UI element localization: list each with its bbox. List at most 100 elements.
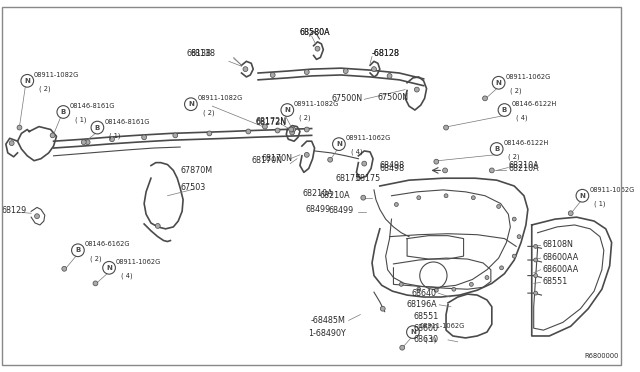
Circle shape xyxy=(483,96,488,101)
Circle shape xyxy=(62,266,67,271)
Text: 68196A: 68196A xyxy=(406,300,437,309)
Circle shape xyxy=(469,282,474,286)
Text: B: B xyxy=(61,109,66,115)
Circle shape xyxy=(281,104,294,116)
Text: 68138: 68138 xyxy=(187,49,212,58)
Text: ( 2): ( 2) xyxy=(508,154,520,160)
Circle shape xyxy=(512,254,516,258)
Circle shape xyxy=(490,142,503,155)
Text: 68210A: 68210A xyxy=(508,161,539,170)
Text: N: N xyxy=(284,107,290,113)
Circle shape xyxy=(328,157,333,162)
Text: 68172N: 68172N xyxy=(255,117,286,126)
Text: 08911-1062G: 08911-1062G xyxy=(506,74,550,80)
Circle shape xyxy=(435,288,438,292)
Circle shape xyxy=(387,74,392,78)
Text: ( 2): ( 2) xyxy=(510,88,522,94)
Circle shape xyxy=(500,266,504,270)
Circle shape xyxy=(290,130,294,135)
Text: 08911-1062G: 08911-1062G xyxy=(116,259,161,265)
Text: 68172N: 68172N xyxy=(255,118,286,127)
Text: N: N xyxy=(106,265,112,271)
Text: ( 2): ( 2) xyxy=(299,115,310,121)
Text: 68580A: 68580A xyxy=(300,28,331,36)
Text: 08911-1082G: 08911-1082G xyxy=(34,72,79,78)
Text: 68210A: 68210A xyxy=(320,191,351,200)
Circle shape xyxy=(534,244,538,248)
Circle shape xyxy=(534,258,538,262)
Circle shape xyxy=(262,124,268,129)
Circle shape xyxy=(81,140,86,145)
Text: 68210A: 68210A xyxy=(508,164,539,173)
Circle shape xyxy=(85,140,90,145)
Text: 67870M: 67870M xyxy=(180,166,212,175)
Text: 08146-8161G: 08146-8161G xyxy=(70,103,115,109)
Text: ( 1): ( 1) xyxy=(424,337,436,343)
Circle shape xyxy=(568,211,573,216)
Circle shape xyxy=(9,141,14,145)
Circle shape xyxy=(173,133,178,138)
Circle shape xyxy=(394,203,398,206)
Text: 68600AA: 68600AA xyxy=(543,253,579,262)
Circle shape xyxy=(270,73,275,77)
Text: 08911-1082G: 08911-1082G xyxy=(198,95,243,101)
Text: 08146-6162G: 08146-6162G xyxy=(84,241,130,247)
Text: ( 4): ( 4) xyxy=(351,149,362,155)
Text: 67503: 67503 xyxy=(180,183,205,192)
Text: 08911-1062G: 08911-1062G xyxy=(346,135,391,141)
Text: 68498: 68498 xyxy=(380,161,405,170)
Circle shape xyxy=(315,46,320,51)
Circle shape xyxy=(103,262,115,274)
Text: 68580A: 68580A xyxy=(300,28,331,36)
Text: 68129: 68129 xyxy=(2,206,27,215)
Circle shape xyxy=(512,217,516,221)
Circle shape xyxy=(289,127,294,132)
Circle shape xyxy=(275,128,280,133)
Circle shape xyxy=(517,235,521,238)
Circle shape xyxy=(109,137,115,142)
Text: N: N xyxy=(336,141,342,147)
Circle shape xyxy=(333,138,345,150)
Circle shape xyxy=(184,98,197,110)
Circle shape xyxy=(93,281,98,286)
Circle shape xyxy=(50,133,55,138)
Text: 68551: 68551 xyxy=(543,277,568,286)
Circle shape xyxy=(35,214,40,219)
Circle shape xyxy=(490,168,494,173)
Text: 68108N: 68108N xyxy=(543,240,573,249)
Text: 68138: 68138 xyxy=(191,49,216,58)
Circle shape xyxy=(417,287,420,291)
Text: -68128: -68128 xyxy=(372,49,400,58)
Text: 08911-1062G: 08911-1062G xyxy=(420,323,465,329)
Circle shape xyxy=(17,125,22,130)
Text: 67500N: 67500N xyxy=(331,94,362,103)
Text: 67500N: 67500N xyxy=(378,93,409,102)
Text: 68210A: 68210A xyxy=(303,189,333,198)
Text: 08146-6122H: 08146-6122H xyxy=(511,101,557,107)
Text: 1-68490Y: 1-68490Y xyxy=(308,328,346,337)
Circle shape xyxy=(576,189,589,202)
Text: 68498: 68498 xyxy=(380,164,405,173)
Text: -68128: -68128 xyxy=(372,49,400,58)
Text: 68640: 68640 xyxy=(412,289,436,298)
Text: N: N xyxy=(579,193,586,199)
Circle shape xyxy=(498,104,511,116)
Text: 68499: 68499 xyxy=(306,205,331,214)
Text: ( 2): ( 2) xyxy=(90,255,101,262)
Circle shape xyxy=(305,70,309,74)
Circle shape xyxy=(361,195,365,200)
Text: 68170N: 68170N xyxy=(261,154,292,163)
Text: 68600: 68600 xyxy=(413,324,438,333)
Circle shape xyxy=(444,125,449,130)
Circle shape xyxy=(362,161,367,166)
Text: N: N xyxy=(188,101,194,107)
Circle shape xyxy=(305,153,309,157)
Circle shape xyxy=(400,345,404,350)
Text: N: N xyxy=(410,329,416,335)
Text: ( 1): ( 1) xyxy=(109,132,120,139)
Circle shape xyxy=(243,67,248,71)
Text: 68630: 68630 xyxy=(413,336,438,344)
Text: ( 4): ( 4) xyxy=(516,115,528,121)
Circle shape xyxy=(492,76,505,89)
Circle shape xyxy=(406,326,419,339)
